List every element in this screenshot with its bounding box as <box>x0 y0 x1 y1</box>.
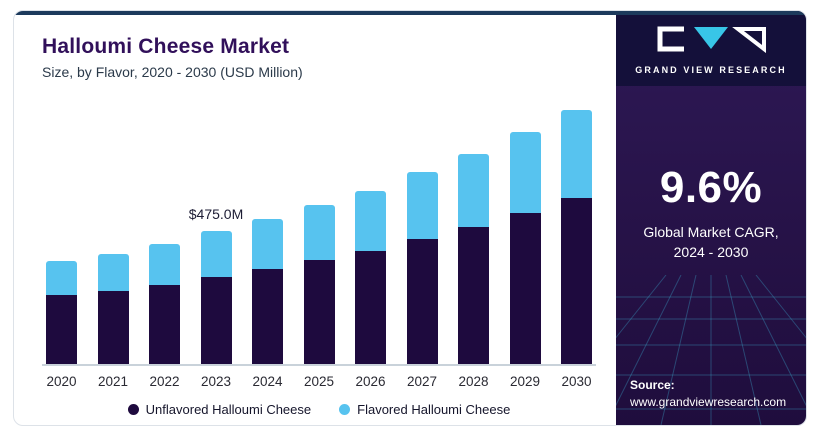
bar-2026 <box>355 191 386 364</box>
legend-item-flavored: Flavored Halloumi Cheese <box>339 402 510 417</box>
source-url: www.grandviewresearch.com <box>630 395 787 409</box>
bar-2020 <box>46 261 77 364</box>
bar-2030 <box>561 110 592 364</box>
bar-segment-flavored <box>561 110 592 198</box>
x-axis-label-2027: 2027 <box>406 374 438 389</box>
x-axis-label-2029: 2029 <box>509 374 541 389</box>
chart-title: Halloumi Cheese Market <box>42 35 290 58</box>
x-axis-label-2025: 2025 <box>303 374 335 389</box>
stat-label-line1: Global Market CAGR, <box>643 224 779 241</box>
stat-label-line2: 2024 - 2030 <box>673 244 749 260</box>
brand-name: GRAND VIEW RESEARCH <box>635 65 787 75</box>
bar-segment-flavored <box>252 219 283 269</box>
bar-segment-unflavored <box>46 295 77 364</box>
legend-dot-unflavored <box>127 404 139 415</box>
x-axis-label-2028: 2028 <box>458 374 489 389</box>
wireframe-grid-decoration <box>616 275 806 425</box>
legend-label-unflavored: Unflavored Halloumi Cheese <box>145 402 312 417</box>
bar-segment-unflavored <box>97 291 129 364</box>
bar-segment-flavored <box>97 254 129 291</box>
chart-plot: $475.0M <box>42 98 596 366</box>
bar-2023: $475.0M <box>189 206 243 364</box>
bar-2021 <box>97 254 129 364</box>
bar-segment-unflavored <box>200 277 232 364</box>
bar-segment-flavored <box>406 172 438 239</box>
bar-2022 <box>149 244 180 364</box>
bar-segment-unflavored <box>561 198 592 364</box>
gvr-logo-icon <box>652 23 770 58</box>
bar-segment-unflavored <box>458 227 489 364</box>
x-axis-label-2021: 2021 <box>97 374 129 389</box>
top-accent-bar <box>14 11 806 15</box>
sidebar: GRAND VIEW RESEARCH 9.6% Global Market C… <box>616 11 806 425</box>
bar-2029 <box>509 132 541 364</box>
bar-segment-flavored <box>509 132 541 213</box>
bar-segment-unflavored <box>355 251 386 364</box>
x-axis-label-2022: 2022 <box>149 374 180 389</box>
chart-area: Halloumi Cheese Market Size, by Flavor, … <box>14 11 616 425</box>
stat-label: Global Market CAGR, 2024 - 2030 <box>643 223 778 262</box>
bar-segment-unflavored <box>303 260 335 364</box>
bar-segment-unflavored <box>509 213 541 364</box>
brand-logo-box: GRAND VIEW RESEARCH <box>616 11 806 86</box>
x-axis-label-2023: 2023 <box>200 374 232 389</box>
bar-segment-flavored <box>303 205 335 260</box>
bar-segment-unflavored <box>149 285 180 364</box>
chart-legend: Unflavored Halloumi Cheese Flavored Hall… <box>42 402 596 417</box>
bar-2025 <box>303 205 335 364</box>
chart-subtitle: Size, by Flavor, 2020 - 2030 (USD Millio… <box>42 64 303 80</box>
x-axis-label-2030: 2030 <box>561 374 592 389</box>
bar-segment-flavored <box>200 231 232 277</box>
x-axis-label-2024: 2024 <box>252 374 283 389</box>
source-label: Source: <box>630 378 675 392</box>
stat-value: 9.6% <box>659 163 763 213</box>
bar-segment-flavored <box>458 154 489 227</box>
chart-years: 2020 2021 2022 2023 2024 2025 2026 2027 2028 2029… <box>42 374 596 389</box>
bar-2028 <box>458 154 489 364</box>
bar-segment-flavored <box>46 261 77 295</box>
bar-segment-unflavored <box>252 269 283 364</box>
legend-label-flavored: Flavored Halloumi Cheese <box>357 402 511 417</box>
legend-dot-flavored <box>339 404 351 415</box>
bar-annotation: $475.0M <box>188 206 244 222</box>
infographic-card: Halloumi Cheese Market Size, by Flavor, … <box>13 10 807 426</box>
x-axis-label-2020: 2020 <box>46 374 77 389</box>
x-axis-label-2026: 2026 <box>355 374 386 389</box>
legend-item-unflavored: Unflavored Halloumi Cheese <box>127 402 312 417</box>
bar-segment-unflavored <box>406 239 438 364</box>
stat-block: 9.6% Global Market CAGR, 2024 - 2030 <box>616 86 806 370</box>
bar-2024 <box>252 219 283 364</box>
bar-segment-flavored <box>149 244 180 285</box>
bar-segment-flavored <box>355 191 386 251</box>
source-box: Source: www.grandviewresearch.com <box>616 370 806 425</box>
bar-2027 <box>406 172 438 364</box>
